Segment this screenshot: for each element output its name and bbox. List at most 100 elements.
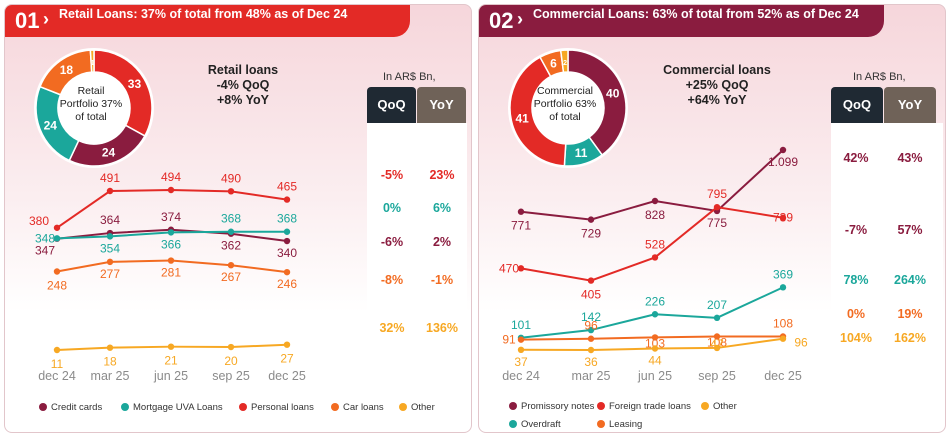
retail-legend-item: Mortgage UVA Loans xyxy=(121,402,223,413)
retail-line-chart: 380 491 494 490 465 347 364 374 362 340 348 354 366 3… xyxy=(29,170,306,383)
retail-data-label: 364 xyxy=(100,213,120,227)
commercial-legend-label: Overdraft xyxy=(521,419,561,430)
commercial-legend-label: Other xyxy=(713,401,737,412)
commercial-data-label: 44 xyxy=(648,353,662,367)
commercial-data-label: 226 xyxy=(645,294,665,308)
retail-data-label: 20 xyxy=(224,354,238,368)
commercial-legend-item: Foreign trade loans xyxy=(597,401,691,412)
circle-icon xyxy=(597,420,605,428)
commercial-data-label: 108 xyxy=(707,335,727,349)
commercial-data-point xyxy=(779,146,787,154)
commercial-header: 02 › Commercial Loans: 63% of total from… xyxy=(479,5,884,37)
commercial-data-label: 369 xyxy=(773,267,793,281)
commercial-data-label: 101 xyxy=(511,318,531,332)
commercial-data-label: 470 xyxy=(499,261,519,275)
circle-icon xyxy=(597,402,605,410)
retail-data-point xyxy=(167,229,175,236)
commercial-data-label: 207 xyxy=(707,298,727,312)
retail-x-tick-label: sep 25 xyxy=(212,369,250,383)
commercial-data-point xyxy=(713,203,721,211)
retail-data-point xyxy=(53,224,61,231)
commercial-data-point xyxy=(587,277,595,284)
retail-data-point xyxy=(106,344,114,351)
retail-donut-slice-label: 18 xyxy=(60,63,74,77)
commercial-data-point xyxy=(517,208,525,215)
retail-data-label: 11 xyxy=(51,357,64,371)
commercial-data-point xyxy=(587,335,595,342)
commercial-metrics-column xyxy=(831,123,943,362)
retail-donut-slice-label: 33 xyxy=(128,77,142,91)
commercial-data-point xyxy=(517,265,525,272)
commercial-data-point xyxy=(517,336,525,343)
commercial-tab-qoq: QoQ xyxy=(831,87,883,123)
retail-data-point xyxy=(167,186,175,194)
retail-x-tick-label: mar 25 xyxy=(91,369,130,383)
retail-data-label: 21 xyxy=(164,354,178,368)
circle-icon xyxy=(399,403,407,411)
retail-data-point xyxy=(167,343,175,350)
commercial-data-point xyxy=(713,333,721,340)
retail-data-label: 248 xyxy=(47,278,67,292)
commercial-donut-slice xyxy=(509,56,567,167)
retail-summary: Retail loans -4% QoQ +8% YoY xyxy=(163,63,323,108)
commercial-data-point xyxy=(651,345,659,352)
retail-data-label: 374 xyxy=(161,210,181,224)
retail-qoq-value: 0% xyxy=(382,201,402,215)
commercial-legend-label: Foreign trade loans xyxy=(609,401,691,412)
retail-data-point xyxy=(106,258,114,266)
circle-icon xyxy=(701,402,709,410)
commercial-data-point xyxy=(651,197,659,205)
commercial-legend-item: Leasing xyxy=(597,419,642,430)
circle-icon xyxy=(121,403,129,411)
commercial-data-point xyxy=(587,326,595,334)
commercial-data-point xyxy=(713,344,721,352)
retail-qoq-value: -5% xyxy=(380,168,404,182)
retail-data-label: 281 xyxy=(161,266,181,280)
retail-data-point xyxy=(53,235,61,242)
retail-data-label: 465 xyxy=(277,180,297,194)
retail-summary-title: Retail loans xyxy=(207,63,279,77)
commercial-qoq-value: 78% xyxy=(843,273,869,287)
commercial-data-label: 96 xyxy=(584,319,598,333)
commercial-qoq-value: 42% xyxy=(843,151,869,165)
retail-data-label: 368 xyxy=(221,212,241,226)
commercial-legend-item: Overdraft xyxy=(509,419,561,430)
retail-summary-yoy: +8% YoY xyxy=(217,93,269,107)
retail-yoy-value: 2% xyxy=(432,235,452,249)
retail-data-label: 347 xyxy=(35,244,55,258)
commercial-summary-title: Commercial loans xyxy=(663,63,771,77)
retail-donut-center-label: Retail Portfolio 37% of total xyxy=(59,85,123,123)
commercial-data-label: 739 xyxy=(773,211,793,225)
retail-legend-item: Other xyxy=(399,402,435,413)
retail-legend-label: Other xyxy=(411,402,435,413)
retail-x-tick-label: dec 24 xyxy=(38,369,76,383)
retail-data-point xyxy=(106,187,114,195)
retail-data-point xyxy=(283,196,291,203)
retail-data-point xyxy=(283,268,291,276)
commercial-summary: Commercial loans +25% QoQ +64% YoY xyxy=(637,63,797,108)
retail-legend-label: Personal loans xyxy=(251,402,314,413)
retail-donut-slice xyxy=(89,49,95,73)
commercial-data-label: 828 xyxy=(645,208,665,222)
retail-data-point xyxy=(227,228,235,235)
commercial-yoy-value: 43% xyxy=(897,151,923,165)
commercial-line-chart: 771 729 828 775 1.099 470 405 528 795 739 101 142 22… xyxy=(499,146,808,383)
retail-data-label: 490 xyxy=(221,171,241,185)
retail-data-label: 491 xyxy=(100,171,120,185)
retail-qoq-value: -8% xyxy=(380,273,404,287)
commercial-data-label: 47 xyxy=(710,337,724,351)
commercial-x-tick-label: sep 25 xyxy=(698,369,736,383)
commercial-data-label: 795 xyxy=(707,187,727,201)
retail-data-label: 18 xyxy=(103,355,117,369)
commercial-header-number: 02 xyxy=(489,8,514,33)
commercial-qoq-value: -7% xyxy=(844,223,868,237)
commercial-data-point xyxy=(779,335,787,342)
commercial-data-label: 142 xyxy=(581,310,601,324)
commercial-donut-slice-label: 11 xyxy=(575,146,588,160)
retail-donut-slice-label: 24 xyxy=(102,146,116,160)
retail-data-label: 348 xyxy=(35,231,55,245)
commercial-data-label: 775 xyxy=(707,216,727,230)
retail-data-label: 368 xyxy=(277,212,297,226)
commercial-yoy-value: 162% xyxy=(894,331,926,345)
commercial-data-label: 108 xyxy=(773,316,793,330)
